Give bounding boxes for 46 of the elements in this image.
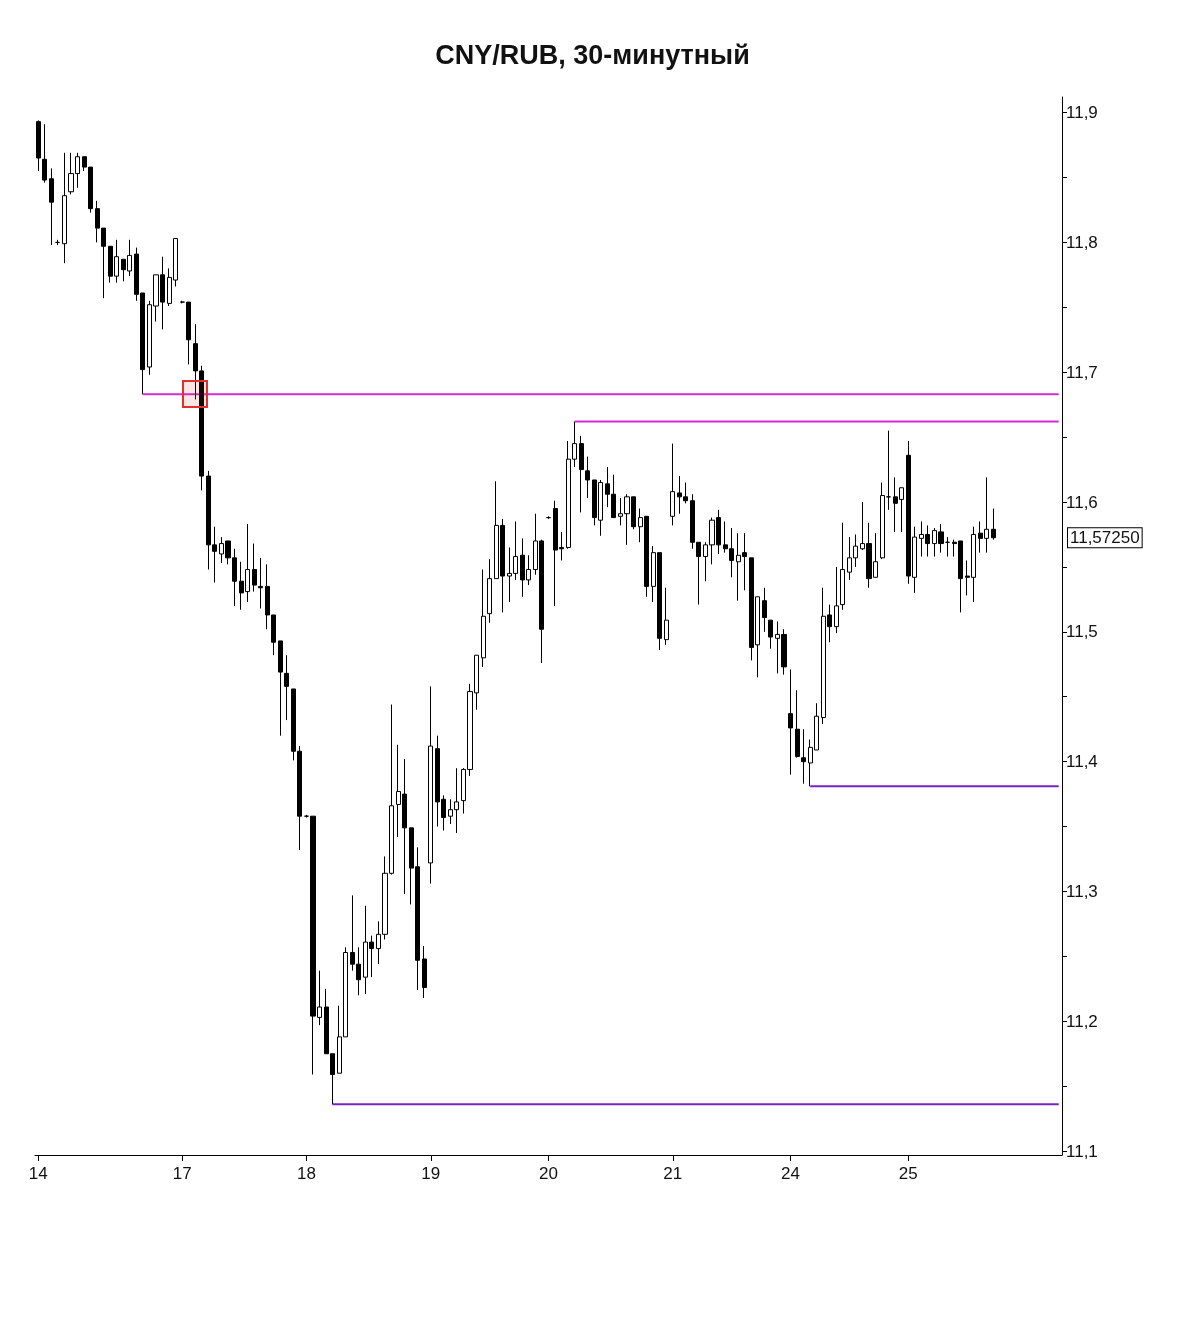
y-tick-label: 11,4 — [1066, 752, 1098, 772]
candlestick — [42, 123, 47, 184]
candlestick — [422, 945, 427, 999]
x-tick-label: 14 — [28, 1164, 48, 1183]
x-tick-label: 24 — [781, 1164, 800, 1183]
candlestick — [762, 587, 767, 633]
candlestick — [886, 430, 891, 511]
candlestick — [481, 569, 486, 668]
candlestick — [991, 508, 996, 541]
chart-title: CNY/RUB, 30-минутный — [435, 39, 750, 70]
candlestick — [579, 435, 584, 513]
candlestick — [278, 640, 283, 737]
y-tick-label: 11,1 — [1066, 1141, 1098, 1161]
x-tick-label: 25 — [898, 1164, 918, 1183]
y-tick-label: 11,7 — [1066, 362, 1098, 382]
candlestick — [36, 119, 41, 172]
candlestick — [795, 689, 800, 759]
x-tick-label: 20 — [539, 1164, 558, 1183]
candlestick — [487, 558, 492, 624]
y-tick-label: 11,6 — [1066, 492, 1098, 512]
y-tick-label: 11,2 — [1066, 1011, 1098, 1031]
y-tick-label: 11,5 — [1066, 622, 1098, 642]
text: 11,57250 — [1070, 528, 1140, 548]
candlestick — [585, 456, 590, 499]
candlestick — [258, 557, 263, 609]
y-tick-label: 11,8 — [1066, 232, 1098, 252]
candlestick — [664, 587, 669, 646]
x-tick-label: 19 — [421, 1164, 441, 1183]
candlestick — [670, 443, 675, 526]
x-tick-label: 21 — [663, 1164, 683, 1183]
candlestick — [252, 543, 257, 593]
candlestick — [768, 619, 773, 650]
candlestick — [428, 685, 433, 885]
candlestick — [49, 167, 54, 246]
y-tick-label: 11,9 — [1066, 103, 1098, 123]
candlestick — [945, 536, 950, 558]
x-tick-label: 18 — [297, 1164, 316, 1183]
candlestick — [284, 654, 289, 721]
candlestick — [880, 482, 885, 560]
y-tick-label: 11,3 — [1066, 881, 1098, 901]
x-tick-label: 17 — [172, 1164, 192, 1183]
candlestick — [801, 728, 806, 785]
candlestick — [840, 522, 845, 611]
candlestick — [834, 566, 839, 634]
candlestick — [788, 668, 793, 776]
candlestick — [62, 152, 67, 264]
